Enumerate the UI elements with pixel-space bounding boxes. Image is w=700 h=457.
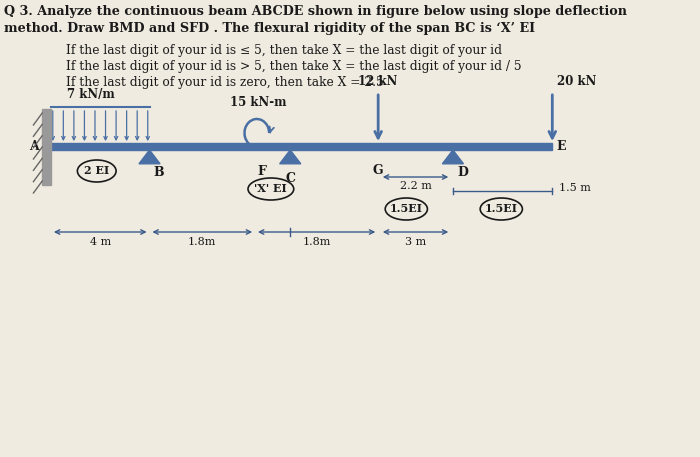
Text: 'X' EI: 'X' EI xyxy=(255,184,287,195)
Ellipse shape xyxy=(480,198,522,220)
Text: 3 m: 3 m xyxy=(405,237,426,247)
Text: 20 kN: 20 kN xyxy=(556,75,596,88)
Text: 1.5 m: 1.5 m xyxy=(559,183,592,193)
Text: method. Draw BMD and SFD . The flexural rigidity of the span BC is ‘X’ EI: method. Draw BMD and SFD . The flexural … xyxy=(4,22,536,35)
Text: 4 m: 4 m xyxy=(90,237,111,247)
Text: F: F xyxy=(258,165,267,178)
Text: D: D xyxy=(457,166,468,179)
Text: 12 kN: 12 kN xyxy=(358,75,398,88)
Text: 7 kN/m: 7 kN/m xyxy=(66,88,115,101)
Polygon shape xyxy=(280,150,301,164)
Polygon shape xyxy=(442,150,463,164)
Text: If the last digit of your id is ≤ 5, then take X = the last digit of your id: If the last digit of your id is ≤ 5, the… xyxy=(66,44,502,57)
Bar xyxy=(51,143,552,150)
Text: A: A xyxy=(29,140,38,154)
Text: If the last digit of your id is zero, then take X = 2.5: If the last digit of your id is zero, th… xyxy=(66,76,384,89)
Bar xyxy=(42,109,51,185)
Text: C: C xyxy=(285,172,295,185)
Text: If the last digit of your id is > 5, then take X = the last digit of your id / 5: If the last digit of your id is > 5, the… xyxy=(66,60,522,73)
Text: 15 kN-m: 15 kN-m xyxy=(230,96,287,109)
Text: 2 EI: 2 EI xyxy=(84,165,109,176)
Text: E: E xyxy=(556,140,566,154)
Text: 2.2 m: 2.2 m xyxy=(400,181,431,191)
Text: B: B xyxy=(154,166,164,179)
Text: 1.8m: 1.8m xyxy=(188,237,216,247)
Text: Q 3. Analyze the continuous beam ABCDE shown in figure below using slope deflect: Q 3. Analyze the continuous beam ABCDE s… xyxy=(4,5,627,18)
Ellipse shape xyxy=(78,160,116,182)
Ellipse shape xyxy=(385,198,428,220)
Text: G: G xyxy=(373,164,384,177)
Ellipse shape xyxy=(248,178,294,200)
Text: 1.5EI: 1.5EI xyxy=(485,203,518,214)
Text: 1.8m: 1.8m xyxy=(302,237,331,247)
Polygon shape xyxy=(139,150,160,164)
Text: 1.5EI: 1.5EI xyxy=(390,203,423,214)
